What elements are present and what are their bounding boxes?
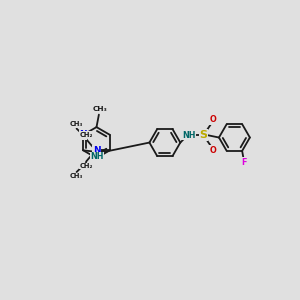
Text: NH: NH <box>90 152 104 161</box>
Text: O: O <box>210 116 217 124</box>
Text: F: F <box>241 158 246 167</box>
Text: N: N <box>93 154 100 163</box>
Text: S: S <box>199 130 207 140</box>
Text: CH₃: CH₃ <box>92 106 107 112</box>
Text: CH₃: CH₃ <box>70 173 83 179</box>
Text: N: N <box>93 146 100 155</box>
Text: NH: NH <box>182 130 195 140</box>
Text: CH₃: CH₃ <box>70 121 83 127</box>
Text: CH₂: CH₂ <box>80 131 93 137</box>
Text: CH₂: CH₂ <box>80 163 93 169</box>
Text: O: O <box>210 146 217 155</box>
Text: N: N <box>79 130 87 139</box>
